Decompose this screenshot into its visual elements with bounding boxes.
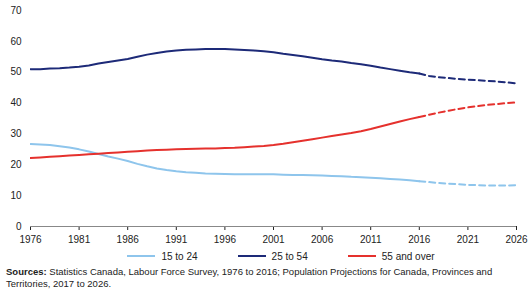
html-text:55 and over: 55 and over — [381, 250, 435, 262]
svg-text:50: 50 — [10, 66, 22, 77]
svg-text:1981: 1981 — [68, 234, 91, 245]
svg-text:1996: 1996 — [214, 234, 237, 245]
html-text:25 to 54: 25 to 54 — [271, 250, 308, 262]
svg-text:30: 30 — [10, 128, 22, 139]
html-text:15 to 24: 15 to 24 — [161, 250, 198, 262]
html-text:Sources: Statistics Canada, La: Sources: Statistics Canada, Labour Force… — [6, 266, 493, 289]
svg-text:2001: 2001 — [262, 234, 285, 245]
svg-text:60: 60 — [10, 36, 22, 47]
svg-text:2006: 2006 — [311, 234, 334, 245]
svg-text:2026: 2026 — [505, 234, 528, 245]
svg-text:1991: 1991 — [165, 234, 188, 245]
svg-text:1986: 1986 — [117, 234, 140, 245]
svg-text:10: 10 — [10, 190, 22, 201]
svg-text:2016: 2016 — [408, 234, 431, 245]
svg-text:70: 70 — [10, 5, 22, 16]
svg-text:0: 0 — [16, 221, 22, 232]
svg-text:20: 20 — [10, 159, 22, 170]
svg-text:40: 40 — [10, 97, 22, 108]
svg-text:1976: 1976 — [19, 234, 42, 245]
svg-text:2011: 2011 — [360, 234, 382, 245]
svg-text:2021: 2021 — [457, 234, 480, 245]
